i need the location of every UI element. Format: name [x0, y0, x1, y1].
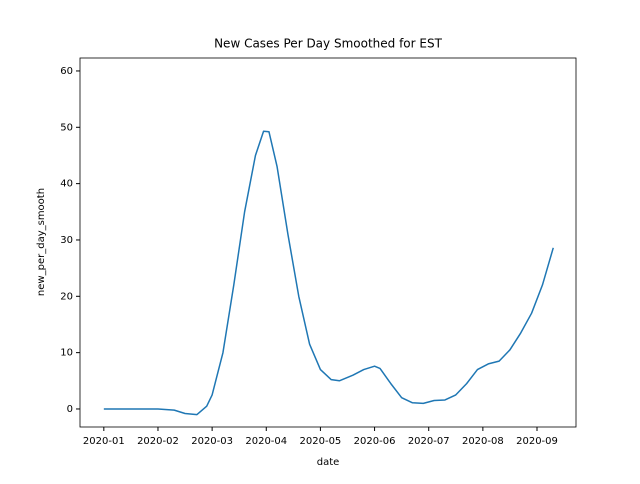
y-tick-label: 40: [60, 179, 73, 190]
x-tick-label: 2020-03: [191, 436, 233, 447]
chart-title: New Cases Per Day Smoothed for EST: [214, 37, 443, 51]
y-tick-label: 20: [60, 291, 73, 302]
x-axis-label: date: [317, 457, 340, 468]
x-tick-label: 2020-01: [83, 436, 125, 447]
line-series: [103, 130, 554, 416]
x-tick-label: 2020-07: [408, 436, 450, 447]
plot-frame: [79, 57, 577, 428]
x-tick-label: 2020-05: [300, 436, 342, 447]
y-tick-label: 30: [60, 235, 73, 246]
y-tick-label: 10: [60, 348, 73, 359]
x-tick-label: 2020-06: [354, 436, 396, 447]
y-tick-label: 50: [60, 122, 73, 133]
x-tick-label: 2020-08: [462, 436, 504, 447]
x-tick-label: 2020-02: [137, 436, 179, 447]
y-axis-label: new_per_day_smooth: [36, 188, 47, 296]
x-tick-label: 2020-04: [245, 436, 287, 447]
y-tick-label: 60: [60, 66, 73, 77]
x-tick-label: 2020-09: [516, 436, 558, 447]
y-tick-label: 0: [67, 404, 73, 415]
